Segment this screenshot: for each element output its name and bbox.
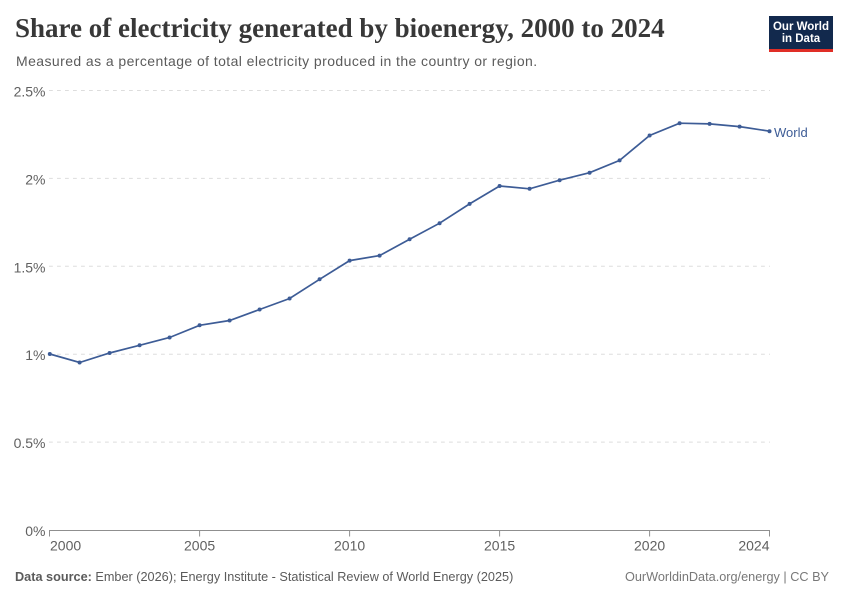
svg-text:1.5%: 1.5% — [14, 259, 46, 275]
svg-text:2%: 2% — [25, 171, 45, 187]
svg-text:2020: 2020 — [634, 538, 665, 554]
svg-text:2005: 2005 — [184, 538, 215, 554]
svg-text:2000: 2000 — [50, 538, 81, 554]
svg-text:2024: 2024 — [738, 538, 769, 554]
svg-text:1%: 1% — [25, 347, 45, 363]
svg-text:2015: 2015 — [484, 538, 515, 554]
svg-text:0.5%: 0.5% — [14, 435, 46, 451]
svg-text:2010: 2010 — [334, 538, 365, 554]
svg-text:2.5%: 2.5% — [14, 84, 46, 100]
svg-text:0%: 0% — [25, 523, 45, 539]
